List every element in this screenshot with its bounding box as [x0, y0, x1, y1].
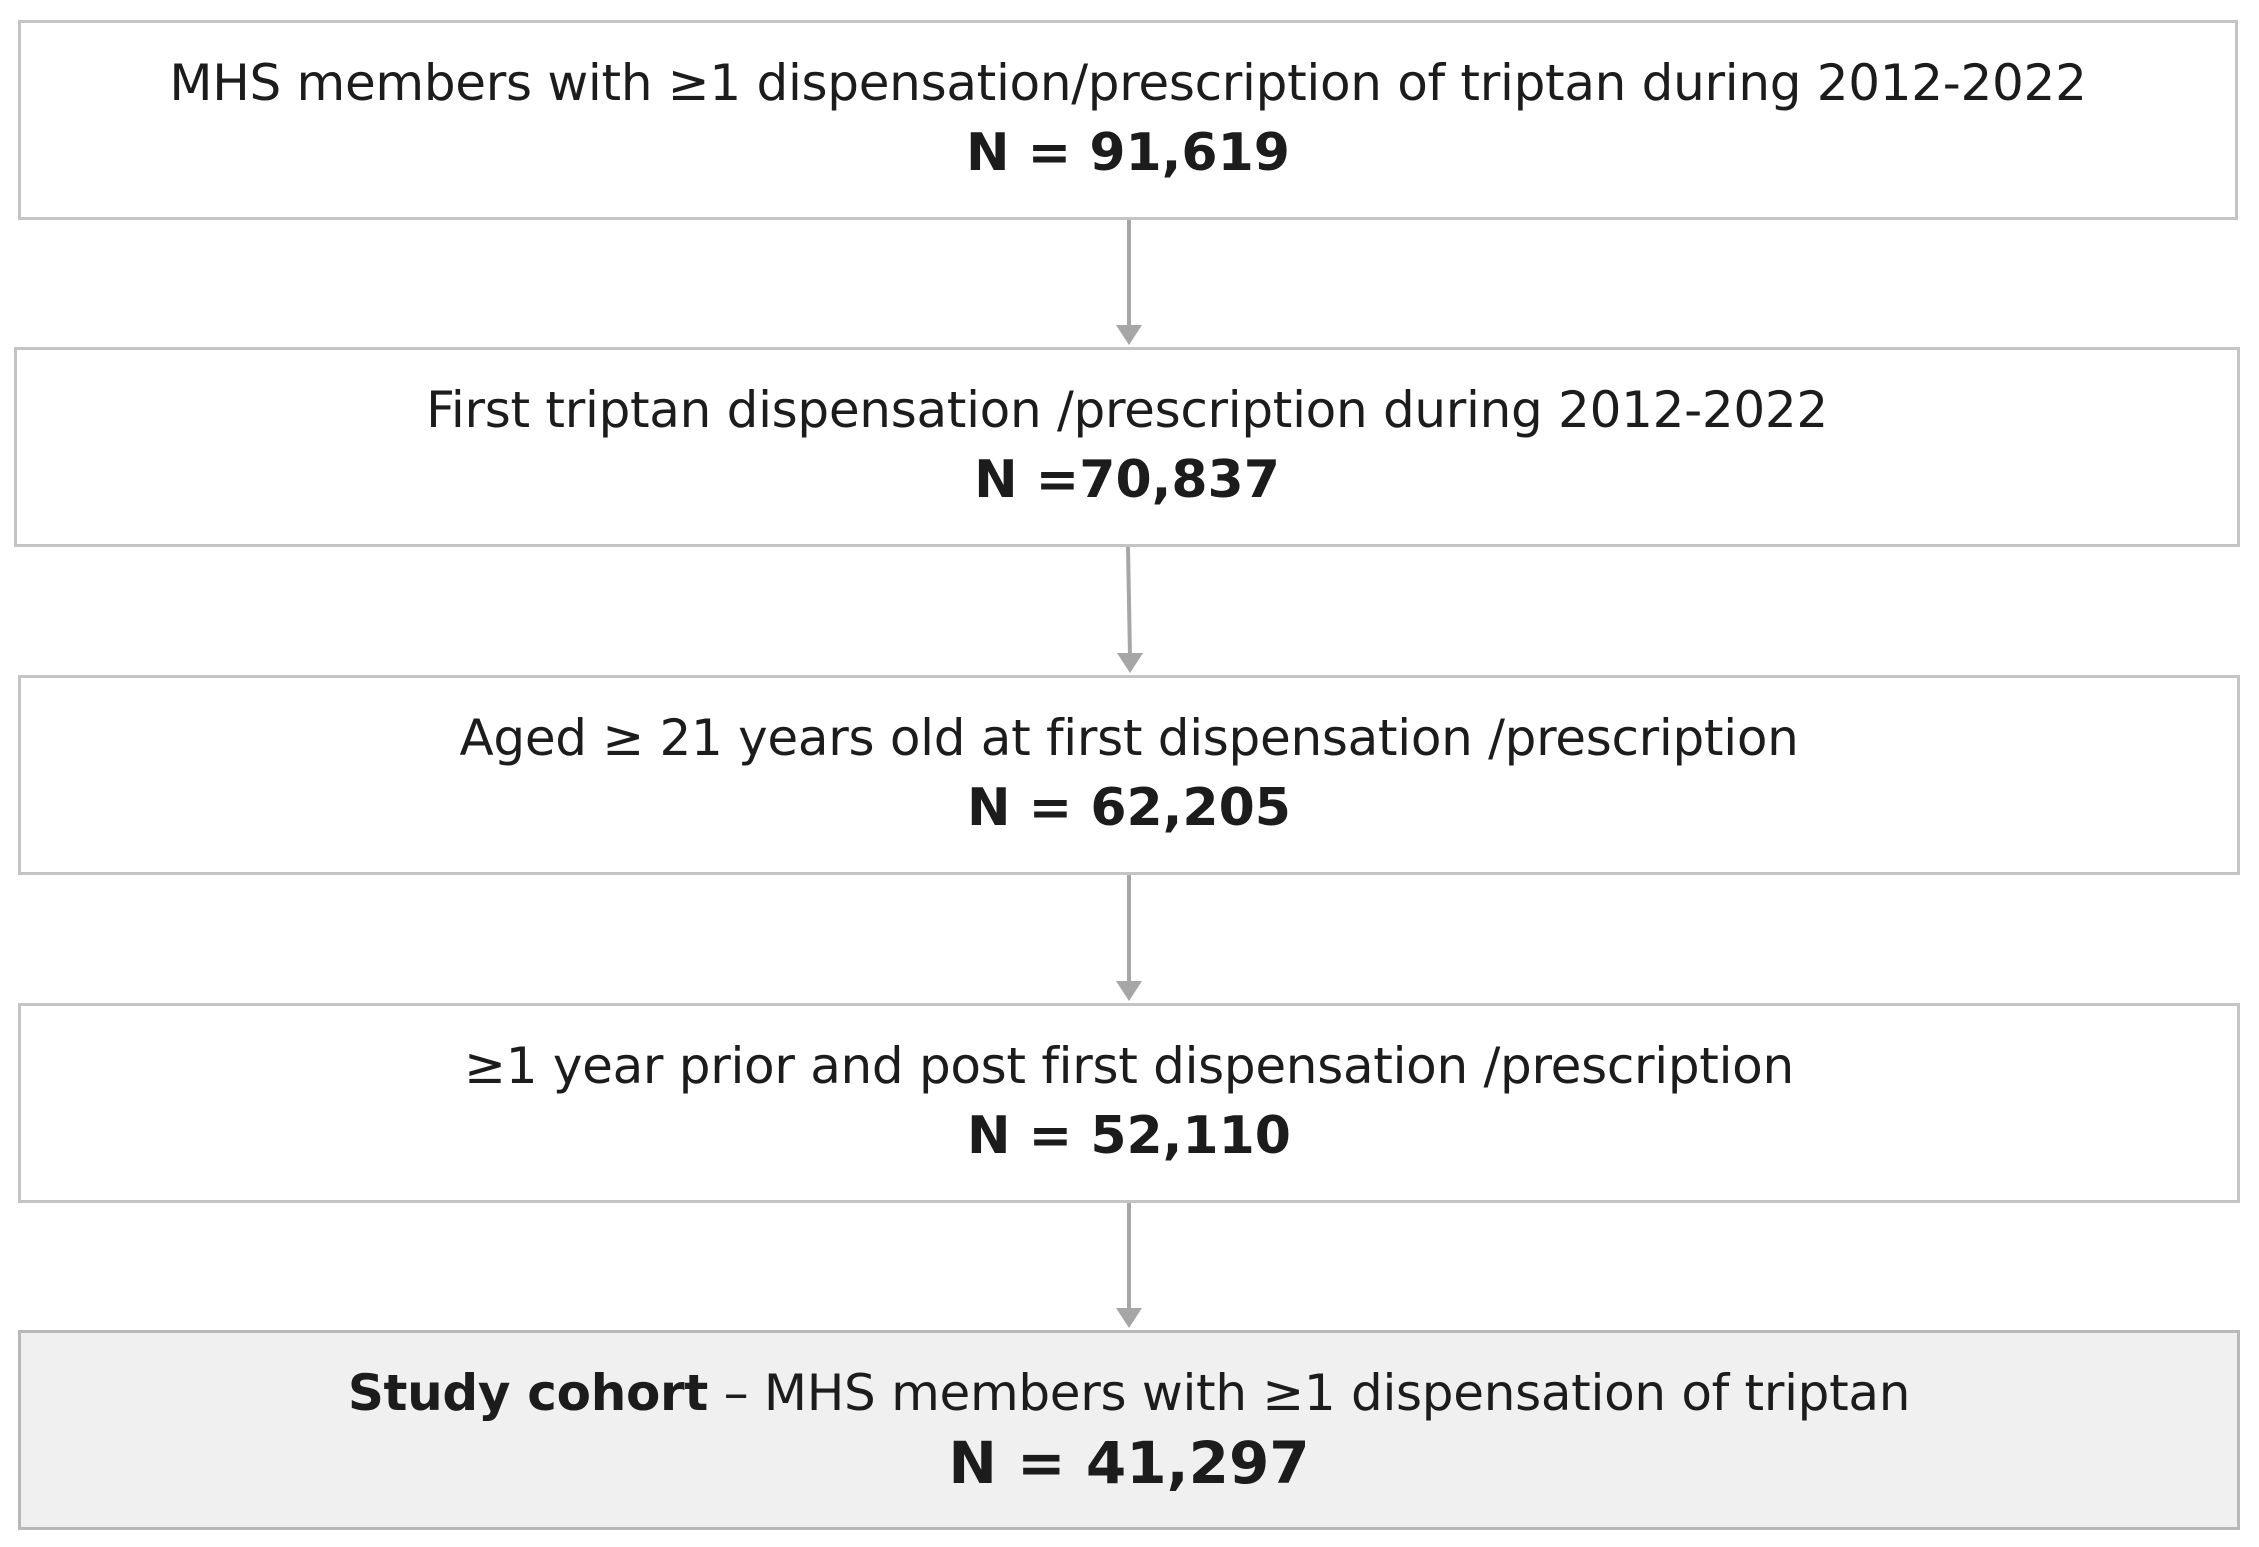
flow-box-followup-filter: ≥1 year prior and post first dispensatio… — [18, 1003, 2240, 1203]
flow-arrowhead-2-3 — [1117, 653, 1143, 673]
flow-arrow-2-3 — [1126, 546, 1132, 657]
flow-arrowhead-3-4 — [1116, 981, 1142, 1001]
flow-box-count: N = 52,110 — [967, 1106, 1291, 1166]
flow-box-age-filter: Aged ≥ 21 years old at first dispensatio… — [18, 675, 2240, 875]
flow-arrowhead-4-5 — [1116, 1308, 1142, 1328]
flow-arrowhead-1-2 — [1116, 325, 1142, 345]
flow-box-count: N = 62,205 — [967, 778, 1291, 838]
flow-box-count: N = 41,297 — [948, 1429, 1310, 1497]
flow-box-count: N =70,837 — [974, 450, 1280, 510]
flow-box-all-triptan-members: MHS members with ≥1 dispensation/prescri… — [18, 20, 2238, 220]
flow-box-count: N = 91,619 — [966, 123, 1290, 183]
flow-box-study-cohort: Study cohort – MHS members with ≥1 dispe… — [18, 1330, 2240, 1530]
flow-box-description: Study cohort – MHS members with ≥1 dispe… — [347, 1360, 1911, 1426]
flow-box-first-dispensation: First triptan dispensation /prescription… — [14, 347, 2240, 547]
flow-box-description: First triptan dispensation /prescription… — [426, 381, 1828, 439]
flow-box-description: ≥1 year prior and post first dispensatio… — [464, 1037, 1794, 1095]
study-cohort-label: Study cohort — [347, 1364, 709, 1422]
flow-box-description: Aged ≥ 21 years old at first dispensatio… — [459, 709, 1799, 767]
flow-box-description: MHS members with ≥1 dispensation/prescri… — [169, 54, 2087, 112]
study-cohort-text: – MHS members with ≥1 dispensation of tr… — [708, 1364, 1911, 1422]
